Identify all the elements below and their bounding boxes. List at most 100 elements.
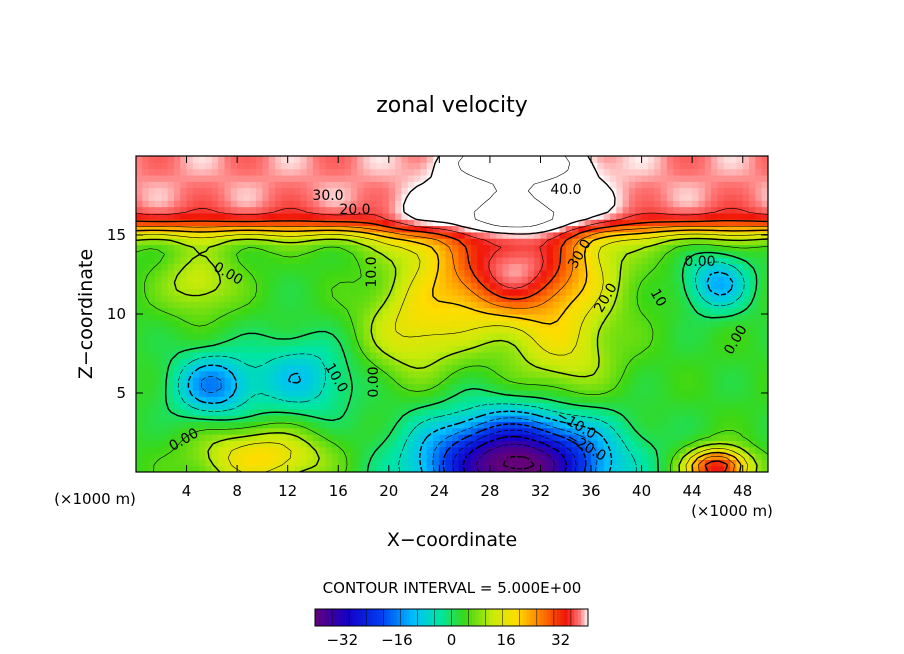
field-cell: [736, 396, 744, 404]
field-cell: [761, 377, 768, 385]
field-cell: [628, 301, 636, 309]
field-cell: [578, 396, 586, 404]
field-cell: [154, 181, 162, 189]
field-cell: [224, 307, 232, 315]
field-cell: [496, 370, 504, 378]
field-cell: [597, 225, 605, 233]
field-cell: [173, 408, 181, 416]
field-cell: [553, 421, 561, 429]
field-cell: [344, 377, 352, 385]
field-cell: [180, 276, 188, 283]
field-cell: [192, 408, 200, 416]
field-cell: [736, 415, 744, 423]
field-cell: [508, 364, 516, 372]
field-cell: [180, 295, 188, 302]
field-cell: [616, 345, 624, 353]
field-cell: [275, 219, 282, 227]
field-cell: [622, 345, 630, 353]
field-cell: [559, 320, 567, 328]
field-cell: [698, 377, 706, 385]
field-cell: [578, 364, 586, 372]
field-cell: [154, 459, 162, 467]
field-cell: [142, 263, 150, 271]
field-cell: [230, 465, 238, 472]
field-cell: [641, 332, 649, 340]
field-cell: [211, 408, 219, 416]
field-cell: [603, 257, 611, 265]
field-cell: [382, 244, 390, 252]
field-cell: [515, 427, 523, 435]
field-cell: [237, 440, 245, 448]
field-cell: [312, 276, 320, 283]
field-cell: [540, 288, 548, 296]
field-cell: [218, 257, 226, 265]
field-cell: [565, 415, 573, 423]
field-cell: [243, 307, 251, 315]
field-cell: [489, 415, 497, 423]
field-cell: [439, 389, 447, 397]
field-cell: [616, 389, 624, 397]
field-cell: [452, 174, 459, 182]
field-cell: [180, 434, 188, 441]
field-cell: [369, 364, 377, 372]
field-cell: [268, 282, 276, 290]
field-cell: [496, 231, 504, 239]
field-cell: [331, 339, 339, 347]
field-cell: [597, 193, 605, 201]
field-cell: [717, 276, 725, 283]
field-cell: [294, 219, 301, 227]
field-cell: [647, 156, 655, 163]
field-cell: [458, 307, 466, 315]
field-cell: [312, 377, 320, 385]
field-cell: [584, 427, 592, 435]
field-cell: [249, 187, 257, 195]
field-cell: [534, 320, 542, 328]
field-cell: [527, 219, 535, 227]
field-cell: [300, 434, 308, 441]
field-cell: [180, 288, 188, 296]
field-cell: [515, 339, 523, 347]
field-cell: [287, 440, 295, 448]
field-cell: [420, 156, 428, 163]
field-cell: [294, 307, 301, 315]
field-cell: [414, 231, 421, 239]
field-cell: [445, 301, 453, 309]
field-cell: [382, 181, 390, 189]
field-cell: [319, 263, 327, 271]
field-cell: [654, 257, 662, 265]
field-cell: [502, 244, 510, 252]
field-cell: [439, 263, 447, 271]
field-cell: [312, 358, 320, 366]
field-cell: [407, 288, 415, 296]
field-cell: [325, 168, 333, 176]
field-cell: [685, 212, 693, 220]
field-cell: [148, 415, 156, 423]
field-cell: [148, 307, 156, 315]
field-cell: [350, 383, 358, 391]
field-cell: [622, 358, 630, 366]
field-cell: [192, 370, 200, 378]
field-cell: [344, 288, 352, 296]
field-cell: [483, 257, 491, 265]
field-cell: [363, 156, 371, 163]
field-cell: [553, 168, 561, 176]
field-cell: [502, 446, 510, 454]
field-cell: [628, 427, 636, 435]
field-cell: [679, 446, 687, 454]
field-cell: [489, 465, 497, 472]
field-cell: [312, 320, 320, 328]
field-cell: [647, 339, 655, 347]
field-cell: [357, 339, 365, 347]
field-cell: [136, 402, 143, 410]
field-cell: [218, 219, 226, 227]
field-cell: [287, 276, 295, 283]
field-cell: [616, 187, 624, 195]
field-cell: [268, 276, 276, 283]
field-cell: [698, 288, 706, 296]
field-cell: [553, 339, 561, 347]
field-cell: [452, 358, 459, 366]
field-cell: [755, 231, 763, 239]
field-cell: [287, 257, 295, 265]
field-cell: [761, 225, 768, 233]
field-cell: [692, 440, 700, 448]
